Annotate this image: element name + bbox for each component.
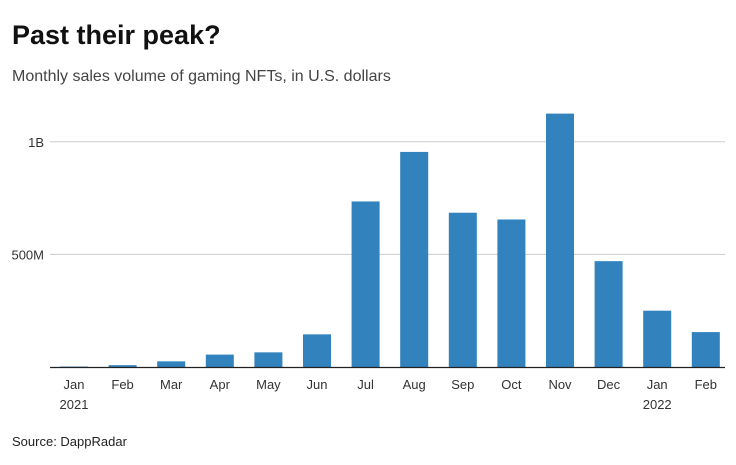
bar-aug xyxy=(400,151,429,367)
x-tick-label: Mar xyxy=(160,377,183,392)
y-tick-label: 1B xyxy=(28,135,44,150)
x-tick-label: Nov xyxy=(548,377,572,392)
source-note: Source: DappRadar xyxy=(12,434,127,449)
x-tick-label: Aug xyxy=(403,377,426,392)
bar-apr xyxy=(205,354,234,367)
chart-subtitle: Monthly sales volume of gaming NFTs, in … xyxy=(12,68,391,85)
x-tick-label: Oct xyxy=(501,377,522,392)
x-tick-label: Jul xyxy=(357,377,374,392)
bar-may xyxy=(254,352,283,367)
bar-chart: 500M 1B Jan 2021 Feb Mar Apr May Jun Jul Aug Sep Oct… xyxy=(11,113,725,412)
x-tick-label: Apr xyxy=(210,377,231,392)
x-tick-label: Sep xyxy=(451,377,474,392)
y-tick-label: 500M xyxy=(11,247,44,262)
bar-feb xyxy=(108,365,137,367)
chart-title: Past their peak? xyxy=(12,20,221,50)
bar-mar xyxy=(157,361,186,367)
bar-jun xyxy=(303,334,331,367)
x-tick-label: Jan xyxy=(64,377,85,392)
bar-sep xyxy=(448,212,477,367)
x-tick-label: Feb xyxy=(695,377,717,392)
x-tick-label: Jan xyxy=(647,377,668,392)
bar-dec xyxy=(594,261,623,367)
x-tick-label: Feb xyxy=(111,377,133,392)
bar-oct xyxy=(497,219,526,367)
bar-jul xyxy=(351,201,380,367)
x-tick-label: Dec xyxy=(597,377,621,392)
x-tick-year-label: 2022 xyxy=(643,397,672,412)
bar-feb xyxy=(691,332,720,367)
bar-jan-2022 xyxy=(643,310,672,367)
bar-nov xyxy=(546,113,574,367)
x-tick-label: Jun xyxy=(307,377,328,392)
x-tick-year-label: 2021 xyxy=(60,397,89,412)
x-tick-label: May xyxy=(256,377,281,392)
